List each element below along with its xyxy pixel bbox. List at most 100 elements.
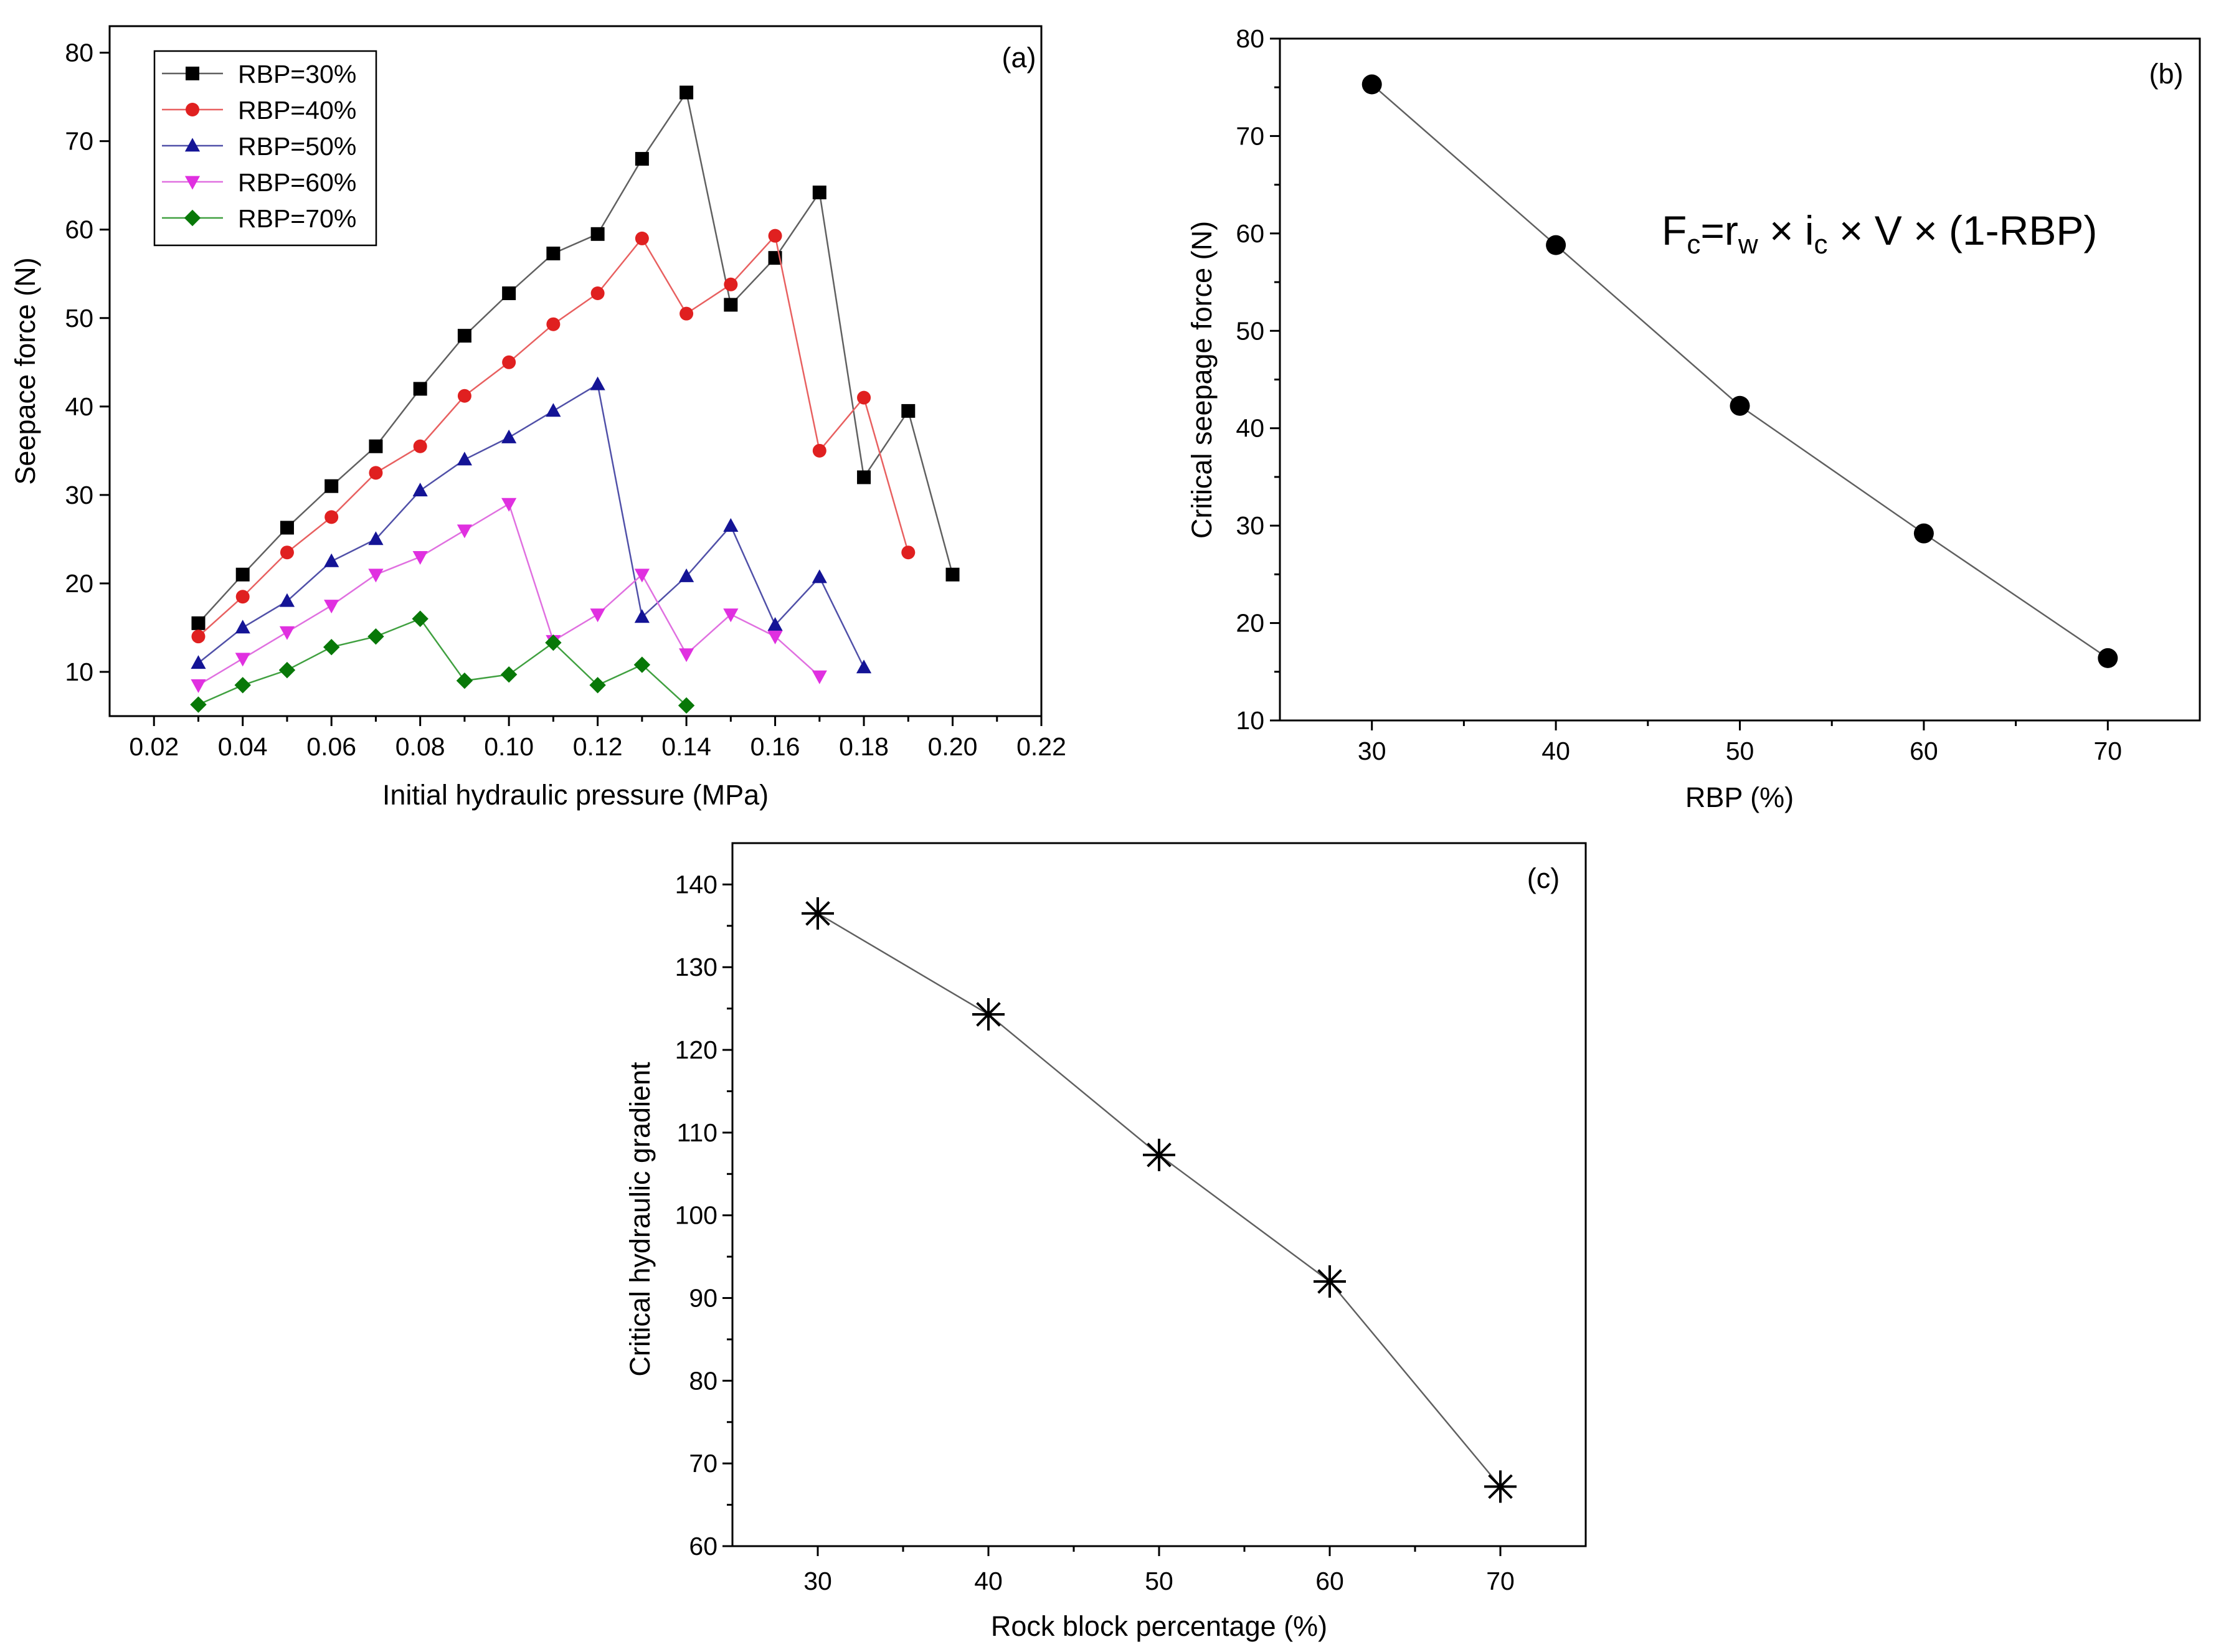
legend: RBP=30% RBP=40% RBP=50% RBP=60% RBP=70% bbox=[153, 50, 377, 247]
data-point bbox=[324, 510, 339, 524]
data-point bbox=[279, 626, 295, 640]
series-line bbox=[197, 234, 909, 638]
panel-label: (b) bbox=[2149, 58, 2184, 90]
series-line bbox=[817, 912, 1501, 1488]
series-line bbox=[1371, 83, 2109, 659]
x-tick-label: 70 bbox=[1486, 1567, 1515, 1595]
data-point bbox=[812, 670, 827, 684]
data-point bbox=[589, 677, 606, 694]
formula-part: c bbox=[1687, 229, 1700, 260]
data-point bbox=[723, 608, 739, 623]
data-point bbox=[1361, 74, 1382, 95]
data-point bbox=[191, 679, 206, 693]
series-line bbox=[197, 90, 954, 624]
y-tick-label: 10 bbox=[1236, 706, 1264, 735]
data-point bbox=[501, 429, 517, 443]
x-axis-title: Rock block percentage (%) bbox=[991, 1610, 1327, 1642]
data-point bbox=[502, 355, 516, 369]
data-point bbox=[2098, 648, 2118, 668]
legend-label: RBP=30% bbox=[238, 60, 356, 88]
x-tick-label: 0.18 bbox=[839, 732, 889, 761]
x-tick-label: 0.16 bbox=[751, 732, 800, 761]
data-point bbox=[901, 545, 916, 560]
legend-label: RBP=60% bbox=[238, 168, 356, 197]
y-tick-label: 60 bbox=[1236, 219, 1264, 248]
x-tick-label: 0.22 bbox=[1016, 732, 1066, 761]
data-point bbox=[457, 524, 473, 539]
x-tick-label: 0.06 bbox=[306, 732, 356, 761]
data-point bbox=[1143, 1138, 1175, 1171]
legend-marker bbox=[184, 138, 201, 152]
data-point bbox=[413, 439, 427, 453]
x-tick-label: 0.20 bbox=[928, 732, 978, 761]
data-point bbox=[324, 553, 339, 567]
data-point bbox=[457, 451, 473, 466]
data-point bbox=[972, 998, 1005, 1031]
plot-frame bbox=[1279, 37, 2201, 722]
y-tick-label: 110 bbox=[677, 1118, 717, 1147]
data-point bbox=[812, 443, 826, 458]
data-point bbox=[767, 617, 783, 631]
y-tick-label: 20 bbox=[65, 569, 93, 598]
data-point bbox=[190, 696, 207, 713]
data-point bbox=[590, 376, 605, 390]
data-point bbox=[234, 677, 251, 694]
data-point bbox=[235, 567, 250, 582]
y-tick-label: 40 bbox=[65, 392, 93, 421]
data-point bbox=[368, 569, 384, 583]
data-point bbox=[856, 659, 872, 674]
series-line bbox=[197, 383, 865, 668]
data-point bbox=[457, 329, 471, 343]
data-point bbox=[634, 569, 650, 583]
data-point bbox=[500, 666, 518, 683]
data-point bbox=[633, 656, 651, 673]
data-point bbox=[1730, 395, 1750, 416]
panel-c-critical-hydraulic-gradient-chart: 30 40 50 60 70 60 70 80 90 100 110 120 130 140 Rock bl… bbox=[624, 842, 1587, 1642]
y-tick-label: 50 bbox=[1236, 316, 1264, 345]
data-point bbox=[678, 697, 695, 714]
x-tick-label: 0.04 bbox=[218, 732, 268, 761]
data-point-stroke bbox=[976, 1002, 1001, 1027]
y-tick-label: 70 bbox=[689, 1449, 717, 1478]
x-axis-title: RBP (%) bbox=[1685, 781, 1794, 813]
y-axis-title: Seepace force (N) bbox=[9, 257, 41, 484]
data-point bbox=[324, 479, 339, 493]
x-tick-label: 0.02 bbox=[129, 732, 179, 761]
data-point bbox=[802, 897, 834, 930]
series-1 bbox=[1361, 74, 2118, 668]
data-point bbox=[1484, 1470, 1517, 1503]
data-point bbox=[413, 382, 427, 396]
x-tick-label: 0.08 bbox=[395, 732, 445, 761]
series-2 bbox=[191, 229, 916, 644]
y-tick-label: 10 bbox=[65, 658, 93, 686]
data-point bbox=[723, 517, 739, 532]
y-tick-label: 60 bbox=[65, 215, 93, 244]
data-point bbox=[679, 85, 694, 100]
x-tick-label: 0.10 bbox=[484, 732, 534, 761]
data-point bbox=[678, 568, 694, 582]
y-tick-label: 80 bbox=[65, 39, 93, 67]
formula-part: w bbox=[1738, 229, 1758, 260]
y-tick-label: 140 bbox=[675, 870, 717, 899]
data-point bbox=[367, 628, 384, 645]
data-point bbox=[635, 152, 649, 166]
data-point bbox=[501, 498, 517, 512]
legend-marker bbox=[186, 67, 199, 80]
y-tick-label: 120 bbox=[675, 1036, 717, 1064]
data-point bbox=[945, 567, 960, 582]
data-point bbox=[324, 600, 339, 614]
x-tick-label: 50 bbox=[1145, 1567, 1173, 1595]
x-tick-label: 40 bbox=[1541, 737, 1570, 765]
y-tick-label: 30 bbox=[65, 481, 93, 509]
x-tick-label: 60 bbox=[1910, 737, 1938, 765]
y-tick-label: 90 bbox=[689, 1284, 717, 1313]
series-1 bbox=[802, 897, 1517, 1503]
series-line bbox=[197, 618, 687, 706]
y-tick-label: 130 bbox=[675, 953, 717, 981]
data-point-stroke bbox=[805, 901, 830, 926]
data-point bbox=[456, 672, 473, 689]
data-point bbox=[545, 634, 562, 651]
x-tick-label: 0.12 bbox=[573, 732, 623, 761]
data-point bbox=[635, 231, 649, 245]
data-point bbox=[679, 306, 694, 321]
